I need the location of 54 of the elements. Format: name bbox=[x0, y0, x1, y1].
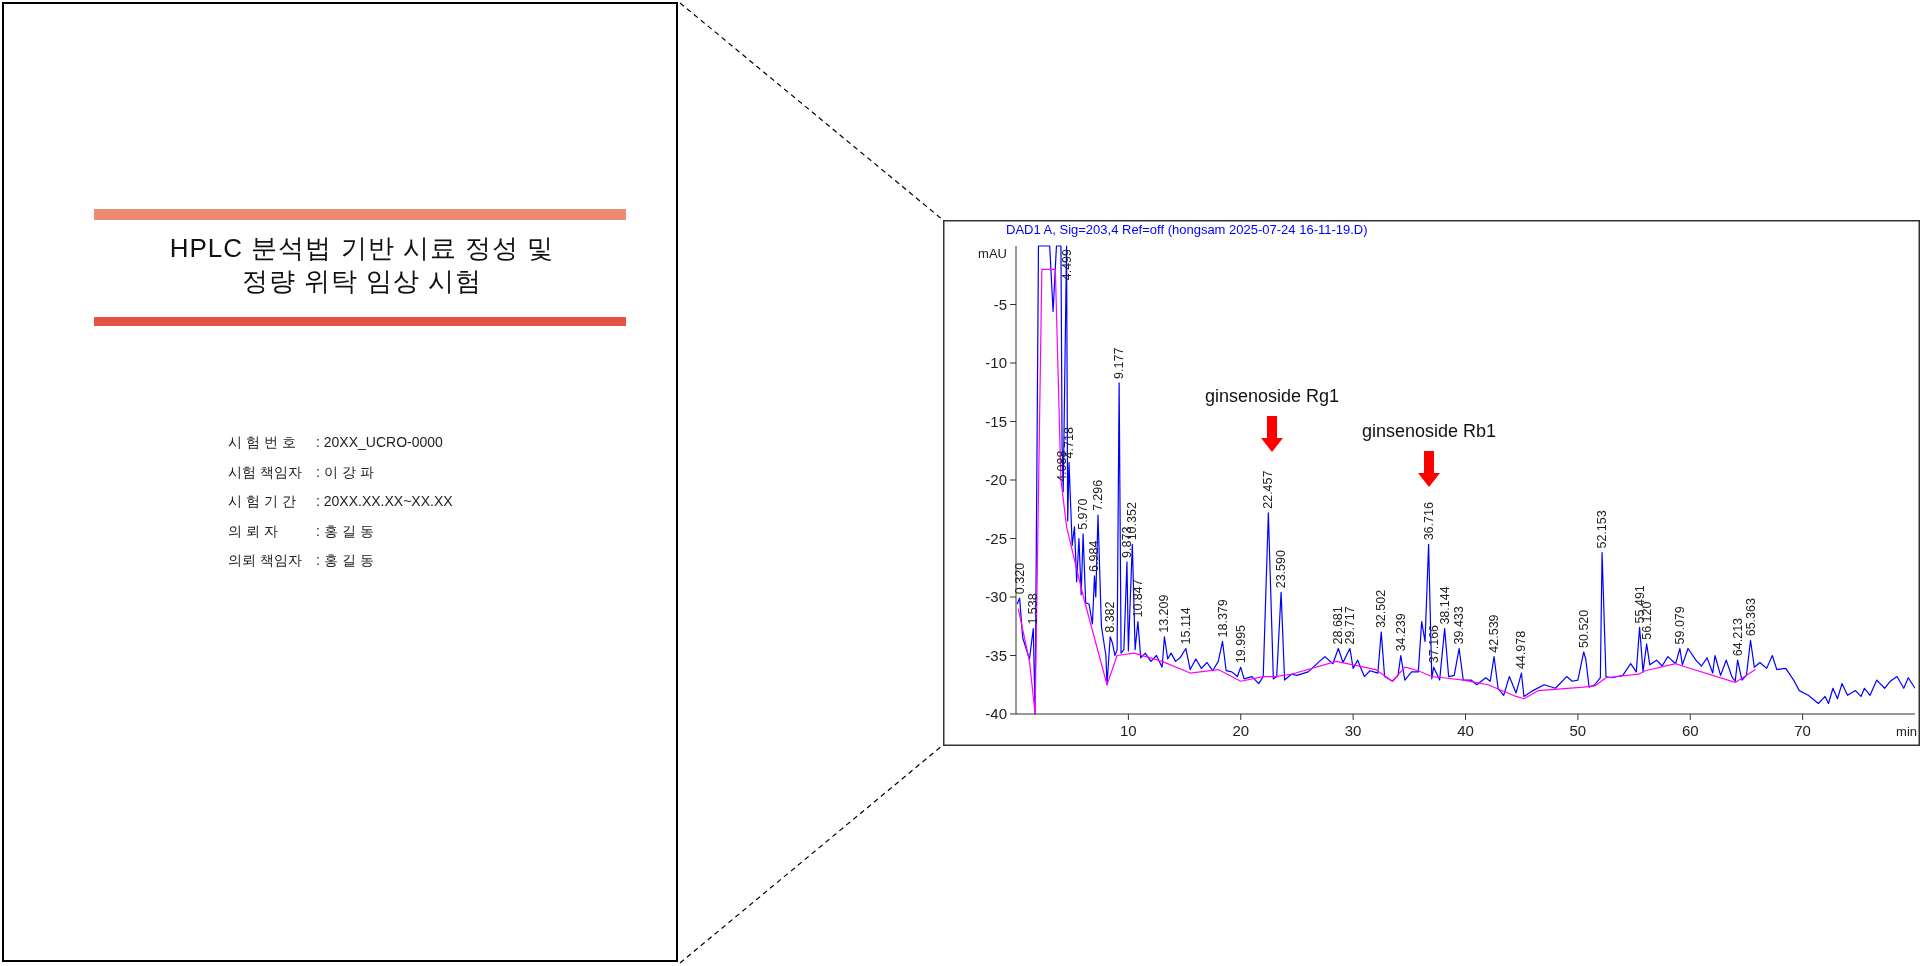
x-tick-label: 70 bbox=[1794, 722, 1811, 739]
annotation: 19.995 bbox=[1233, 624, 1248, 664]
annotation: 5.970 bbox=[1076, 498, 1091, 530]
x-tick-label: 20 bbox=[1232, 722, 1250, 739]
annotation: 8.382 bbox=[1103, 601, 1118, 633]
x-tick-label: 50 bbox=[1569, 722, 1587, 739]
y-tick-label: -25 bbox=[985, 529, 1007, 547]
annotation: 36.716 bbox=[1421, 502, 1436, 541]
x-tick-label: 60 bbox=[1681, 722, 1699, 739]
annotation: ginsenoside Rg1 bbox=[1204, 386, 1340, 406]
text: 시 험 번 호 : 20XX_UCRO-0000 bbox=[228, 434, 443, 450]
annotation: 22.457 bbox=[1261, 470, 1276, 509]
x-axis-title: min bbox=[1896, 724, 1917, 739]
annotation: 4.499 bbox=[1059, 248, 1074, 281]
annotation: 44.978 bbox=[1514, 630, 1529, 670]
annotation: 50.520 bbox=[1576, 609, 1591, 648]
annotation: 7.296 bbox=[1090, 479, 1105, 512]
y-tick-label: -35 bbox=[985, 646, 1007, 664]
annotation: 15.114 bbox=[1178, 607, 1193, 645]
y-tick-label: -5 bbox=[993, 295, 1007, 313]
text: 시험 책임자 : 이 강 파 bbox=[228, 463, 374, 482]
y-axis-title: mAU bbox=[978, 246, 1007, 261]
annotation: 6.984 bbox=[1087, 540, 1102, 572]
text: 시 험 기 간 : 20XX.XX.XX~XX.XX bbox=[228, 493, 453, 509]
annotation: 0.320 bbox=[1012, 562, 1027, 595]
y-tick-label: -20 bbox=[985, 471, 1007, 488]
x-tick-label: 30 bbox=[1344, 722, 1362, 739]
annotation: ginsenoside Rb1 bbox=[1361, 421, 1497, 441]
y-tick-label: -30 bbox=[985, 588, 1007, 605]
annotation: 38.144 bbox=[1437, 586, 1452, 625]
annotation: 64.213 bbox=[1730, 617, 1745, 657]
x-tick-label: 40 bbox=[1457, 722, 1474, 739]
annotation: 52.153 bbox=[1595, 510, 1610, 549]
text: HPLC 분석법 기반 시료 정성 및 정량 위탁 임상 시험 bbox=[168, 232, 556, 298]
y-tick-label: -10 bbox=[985, 354, 1007, 371]
annotation: 65.363 bbox=[1743, 598, 1758, 637]
annotation: 18.379 bbox=[1215, 599, 1230, 638]
annotation: 10.847 bbox=[1130, 579, 1145, 618]
y-tick-label: -40 bbox=[985, 705, 1007, 722]
annotation: 42.539 bbox=[1487, 614, 1502, 653]
annotation: 39.433 bbox=[1452, 606, 1467, 645]
text: 의뢰 책임자 : 홍 길 동 bbox=[228, 552, 374, 570]
x-tick-label: 10 bbox=[1120, 722, 1137, 739]
annotation: 34.239 bbox=[1393, 613, 1408, 652]
text: 의 뢰 자 : 홍 길 동 bbox=[228, 522, 374, 539]
annotation: 9.177 bbox=[1112, 347, 1127, 379]
chart-title: DAD1 A, Sig=203,4 Ref=off (hongsam 2025-07-24 16-11-19.D) bbox=[1006, 222, 1368, 237]
annotation: 1.538 bbox=[1026, 593, 1041, 625]
annotation: 23.590 bbox=[1274, 550, 1289, 589]
y-tick-label: -15 bbox=[985, 412, 1007, 430]
annotation: 13.209 bbox=[1157, 594, 1172, 633]
annotation: 59.079 bbox=[1672, 606, 1687, 645]
annotation: 37.166 bbox=[1426, 624, 1441, 664]
annotation: 32.502 bbox=[1374, 589, 1389, 629]
